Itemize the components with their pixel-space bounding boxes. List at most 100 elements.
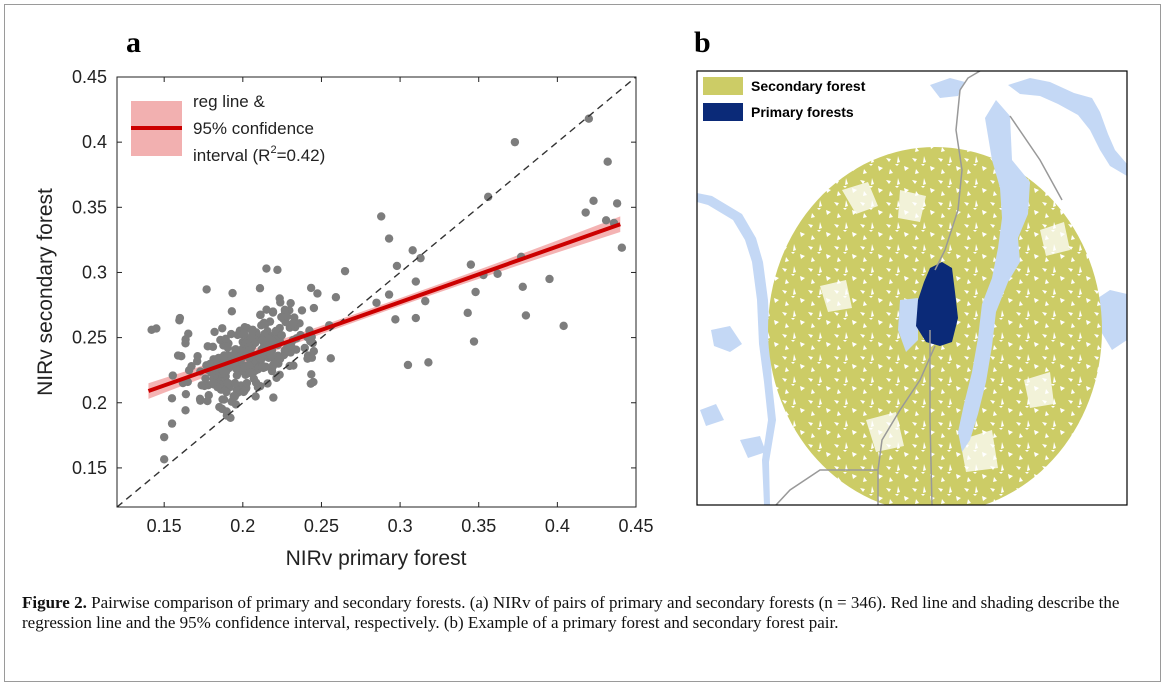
data-point — [219, 395, 229, 404]
data-point — [384, 234, 394, 243]
map-frame — [696, 70, 1128, 506]
data-point — [226, 413, 235, 422]
data-point — [167, 419, 177, 428]
data-point — [209, 378, 218, 387]
data-point — [493, 269, 502, 278]
legend-secondary-label: Secondary forest — [751, 78, 866, 94]
y-tick-label: 0.2 — [82, 393, 107, 413]
data-point — [288, 319, 298, 328]
data-point — [245, 346, 254, 355]
data-point — [227, 307, 237, 316]
data-point — [173, 351, 183, 360]
lake-north — [930, 78, 965, 98]
data-point — [309, 303, 319, 313]
primary-forest-area — [916, 262, 958, 346]
data-point — [269, 360, 278, 370]
data-point — [424, 358, 433, 367]
data-point — [521, 311, 531, 320]
data-point — [251, 392, 260, 401]
data-point — [269, 393, 278, 402]
data-point — [228, 288, 237, 298]
data-point — [307, 370, 316, 379]
data-point — [159, 455, 169, 464]
data-point — [168, 371, 177, 380]
data-point — [340, 266, 350, 276]
data-point — [280, 305, 290, 315]
axes-box — [116, 76, 637, 508]
data-point — [268, 336, 277, 346]
data-point — [221, 334, 230, 343]
data-point — [612, 199, 622, 208]
map-content — [697, 71, 1127, 505]
data-point — [227, 329, 236, 339]
data-point — [372, 298, 381, 307]
one-to-one-line — [117, 77, 636, 507]
river-west — [697, 193, 776, 505]
data-point — [411, 313, 421, 323]
data-point — [581, 208, 590, 217]
long-lake — [958, 100, 1030, 452]
data-point — [167, 394, 177, 403]
ponds-west — [700, 326, 766, 458]
data-point — [256, 310, 265, 320]
data-point — [195, 394, 205, 404]
data-point — [313, 289, 322, 298]
data-point — [210, 327, 219, 337]
data-point — [247, 332, 256, 341]
lake-northeast — [1008, 78, 1127, 176]
x-tick-label: 0.2 — [230, 516, 255, 536]
data-point — [255, 284, 265, 293]
data-point — [229, 392, 238, 401]
data-point — [306, 283, 316, 293]
y-tick-label: 0.4 — [82, 132, 107, 152]
lake-east — [1095, 290, 1127, 350]
data-point — [518, 282, 527, 291]
figure-caption: Figure 2. Pairwise comparison of primary… — [22, 593, 1142, 633]
data-point — [421, 296, 430, 306]
data-point — [282, 312, 292, 321]
data-point — [201, 374, 210, 383]
data-point — [262, 305, 271, 314]
x-tick-label: 0.3 — [388, 516, 413, 536]
data-point — [193, 351, 202, 361]
data-point — [617, 243, 627, 252]
data-point — [257, 363, 267, 372]
x-axis-label: NIRv primary forest — [286, 547, 467, 570]
data-point — [218, 367, 228, 376]
data-point — [175, 313, 185, 323]
small-lake-center — [898, 298, 918, 352]
scatter-chart: 0.15 0.2 0.25 0.3 0.35 0.4 0.45 0.15 0.2 0.25 0.3… — [34, 67, 654, 570]
data-point — [222, 387, 231, 397]
data-point — [197, 381, 206, 390]
data-point — [309, 377, 318, 387]
data-point — [545, 274, 554, 284]
data-point — [244, 361, 254, 370]
data-point — [603, 157, 612, 166]
x-tick-label: 0.45 — [618, 516, 653, 536]
data-point — [471, 287, 480, 297]
y-tick-label: 0.45 — [72, 67, 107, 87]
data-point — [262, 264, 271, 273]
data-point — [559, 321, 568, 331]
legend-secondary-swatch — [703, 77, 743, 95]
data-point — [601, 216, 611, 225]
data-point — [218, 324, 227, 333]
y-tick-label: 0.15 — [72, 458, 107, 478]
data-point — [377, 212, 386, 221]
data-point — [403, 360, 413, 370]
data-point — [309, 347, 319, 356]
data-point — [223, 378, 233, 388]
data-point — [392, 261, 402, 271]
x-tick-label: 0.4 — [545, 516, 570, 536]
data-point — [273, 265, 282, 275]
forest-map: Secondary forest Primary forests — [696, 70, 1128, 506]
data-point — [285, 361, 294, 371]
data-point — [276, 298, 285, 307]
data-point — [211, 355, 221, 364]
roads — [775, 71, 1063, 505]
data-point — [232, 371, 242, 380]
y-tick-label: 0.25 — [72, 328, 107, 348]
data-point — [152, 324, 161, 333]
caption-text: Pairwise comparison of primary and secon… — [22, 593, 1120, 632]
data-point — [466, 260, 476, 269]
